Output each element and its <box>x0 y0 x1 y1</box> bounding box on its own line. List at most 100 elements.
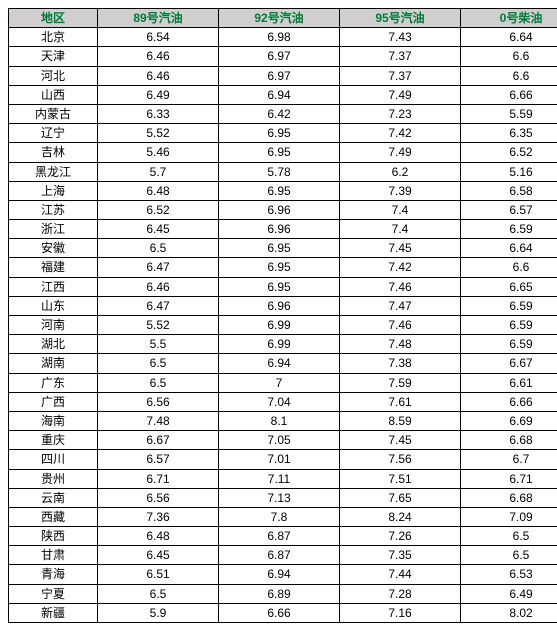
cell-region: 福建 <box>9 258 98 277</box>
cell-value: 5.7 <box>98 162 219 181</box>
cell-value: 6.64 <box>461 28 557 47</box>
cell-value: 6.47 <box>98 258 219 277</box>
cell-region: 河北 <box>9 66 98 85</box>
cell-value: 7.45 <box>340 431 461 450</box>
cell-value: 7.44 <box>340 565 461 584</box>
cell-region: 河南 <box>9 316 98 335</box>
cell-value: 6.5 <box>461 527 557 546</box>
cell-region: 上海 <box>9 181 98 200</box>
cell-value: 7.39 <box>340 181 461 200</box>
cell-value: 7.37 <box>340 66 461 85</box>
cell-value: 6.95 <box>219 124 340 143</box>
cell-value: 6.59 <box>461 220 557 239</box>
cell-value: 7.49 <box>340 143 461 162</box>
cell-value: 6.71 <box>461 469 557 488</box>
cell-value: 7.01 <box>219 450 340 469</box>
cell-value: 6.5 <box>98 373 219 392</box>
cell-value: 6.94 <box>219 85 340 104</box>
table-header-row: 地区 89号汽油 92号汽油 95号汽油 0号柴油 <box>9 9 557 28</box>
cell-value: 6.68 <box>461 431 557 450</box>
cell-value: 6.57 <box>461 200 557 219</box>
cell-region: 云南 <box>9 488 98 507</box>
cell-value: 7.45 <box>340 239 461 258</box>
table-row: 山西6.496.947.496.66 <box>9 85 557 104</box>
cell-value: 6.7 <box>461 450 557 469</box>
cell-value: 6.69 <box>461 411 557 430</box>
cell-value: 6.48 <box>98 527 219 546</box>
cell-region: 江西 <box>9 277 98 296</box>
cell-value: 6.48 <box>98 181 219 200</box>
cell-value: 6.5 <box>98 354 219 373</box>
table-row: 福建6.476.957.426.6 <box>9 258 557 277</box>
col-header-92: 92号汽油 <box>219 9 340 28</box>
cell-value: 7.11 <box>219 469 340 488</box>
cell-value: 6.96 <box>219 200 340 219</box>
table-row: 广东6.577.596.61 <box>9 373 557 392</box>
cell-value: 6.58 <box>461 181 557 200</box>
cell-value: 5.9 <box>98 603 219 622</box>
cell-value: 6.2 <box>340 162 461 181</box>
cell-value: 7.13 <box>219 488 340 507</box>
cell-region: 山东 <box>9 296 98 315</box>
cell-value: 6.51 <box>98 565 219 584</box>
table-row: 江苏6.526.967.46.57 <box>9 200 557 219</box>
cell-value: 6.89 <box>219 584 340 603</box>
cell-value: 6.94 <box>219 354 340 373</box>
cell-value: 6.52 <box>461 143 557 162</box>
cell-value: 7.26 <box>340 527 461 546</box>
cell-value: 8.24 <box>340 507 461 526</box>
cell-value: 6.53 <box>461 565 557 584</box>
cell-value: 6.46 <box>98 66 219 85</box>
cell-value: 6.47 <box>98 296 219 315</box>
cell-value: 6.64 <box>461 239 557 258</box>
table-row: 西藏7.367.88.247.09 <box>9 507 557 526</box>
cell-value: 7.05 <box>219 431 340 450</box>
cell-region: 吉林 <box>9 143 98 162</box>
cell-value: 6.96 <box>219 296 340 315</box>
cell-region: 广西 <box>9 392 98 411</box>
cell-value: 5.16 <box>461 162 557 181</box>
col-header-0diesel: 0号柴油 <box>461 9 557 28</box>
cell-value: 7.36 <box>98 507 219 526</box>
cell-value: 6.52 <box>98 200 219 219</box>
cell-value: 7.43 <box>340 28 461 47</box>
table-row: 海南7.488.18.596.69 <box>9 411 557 430</box>
cell-value: 7.16 <box>340 603 461 622</box>
cell-value: 6.97 <box>219 66 340 85</box>
cell-value: 6.33 <box>98 104 219 123</box>
cell-value: 5.78 <box>219 162 340 181</box>
cell-value: 8.1 <box>219 411 340 430</box>
cell-value: 6.95 <box>219 143 340 162</box>
table-row: 湖南6.56.947.386.67 <box>9 354 557 373</box>
col-header-95: 95号汽油 <box>340 9 461 28</box>
cell-value: 6.71 <box>98 469 219 488</box>
table-row: 云南6.567.137.656.68 <box>9 488 557 507</box>
cell-value: 7.4 <box>340 220 461 239</box>
cell-value: 5.46 <box>98 143 219 162</box>
cell-value: 6.54 <box>98 28 219 47</box>
table-row: 贵州6.717.117.516.71 <box>9 469 557 488</box>
cell-value: 7.59 <box>340 373 461 392</box>
cell-value: 6.59 <box>461 296 557 315</box>
cell-value: 6.99 <box>219 335 340 354</box>
table-row: 湖北5.56.997.486.59 <box>9 335 557 354</box>
cell-value: 7.42 <box>340 258 461 277</box>
cell-value: 5.52 <box>98 124 219 143</box>
cell-value: 6.66 <box>461 85 557 104</box>
cell-region: 浙江 <box>9 220 98 239</box>
fuel-price-table: 地区 89号汽油 92号汽油 95号汽油 0号柴油 北京6.546.987.43… <box>8 8 557 623</box>
cell-value: 6.56 <box>98 392 219 411</box>
cell-value: 7.35 <box>340 546 461 565</box>
cell-region: 湖北 <box>9 335 98 354</box>
cell-value: 6.49 <box>461 584 557 603</box>
cell-value: 7.48 <box>340 335 461 354</box>
table-row: 青海6.516.947.446.53 <box>9 565 557 584</box>
cell-region: 辽宁 <box>9 124 98 143</box>
cell-value: 7.61 <box>340 392 461 411</box>
cell-value: 6.59 <box>461 316 557 335</box>
cell-value: 6.95 <box>219 239 340 258</box>
cell-value: 7.28 <box>340 584 461 603</box>
cell-region: 甘肃 <box>9 546 98 565</box>
table-row: 河北6.466.977.376.6 <box>9 66 557 85</box>
cell-value: 7.42 <box>340 124 461 143</box>
